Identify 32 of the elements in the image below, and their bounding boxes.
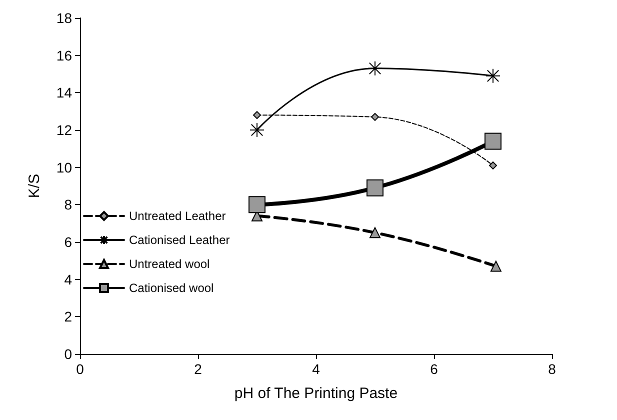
- point: [250, 122, 264, 138]
- y-tick-label: 10: [56, 159, 72, 176]
- point: [489, 161, 497, 170]
- legend-label: Untreated wool: [129, 257, 210, 271]
- y-tick-label: 14: [56, 84, 72, 101]
- y-tick-label: 4: [64, 271, 72, 288]
- y-tick-label: 8: [64, 196, 72, 213]
- x-axis-title: pH of The Printing Paste: [234, 385, 398, 402]
- y-tick-label: 16: [56, 47, 72, 64]
- point: [370, 227, 380, 238]
- legend-label: Cationised wool: [129, 281, 214, 295]
- legend-label: Untreated Leather: [129, 209, 226, 223]
- y-tick-label: 2: [64, 308, 72, 325]
- point: [371, 112, 379, 121]
- y-axis-title: K/S: [26, 174, 43, 198]
- y-tick-label: 0: [64, 346, 72, 362]
- x-tick-label: 0: [76, 361, 84, 377]
- x-tick-label: 8: [548, 361, 556, 377]
- x-tick-label: 2: [194, 361, 202, 377]
- point: [486, 68, 500, 84]
- point: [253, 111, 261, 120]
- legend-label: Cationised Leather: [129, 233, 230, 247]
- point: [368, 60, 382, 76]
- point: [484, 132, 502, 150]
- point: [366, 179, 384, 196]
- point: [490, 260, 502, 272]
- y-tick-label: 12: [56, 122, 72, 138]
- x-tick-label: 4: [312, 361, 320, 377]
- y-tick-label: 6: [64, 234, 72, 250]
- y-tick-label: 18: [56, 10, 72, 26]
- x-tick-label: 6: [430, 361, 438, 377]
- point: [248, 196, 266, 214]
